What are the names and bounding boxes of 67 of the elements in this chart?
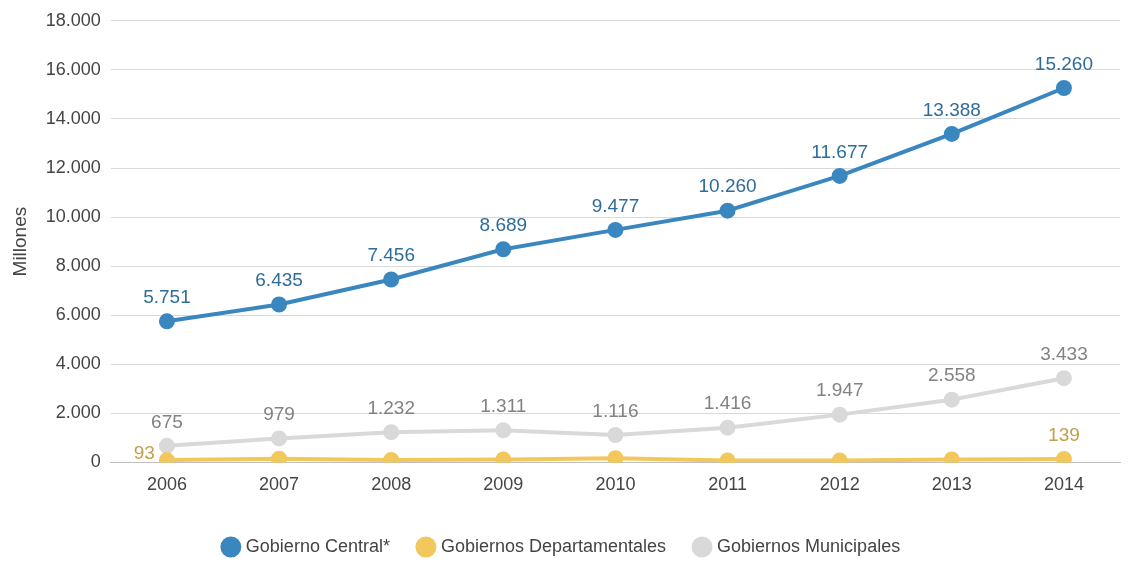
point [719,419,736,436]
point [383,424,400,441]
x-tick-label: 2007 [259,474,300,495]
x-tick-label: 2009 [483,474,524,495]
point [158,313,175,330]
legend-label: Gobiernos Departamentales [440,535,667,556]
point [495,451,512,463]
y-tick-label: 2.000 [55,402,101,423]
data-label: 1.116 [592,399,639,421]
point [495,422,512,439]
x-tick-label: 2012 [819,474,860,495]
y-tick-label: 4.000 [55,353,101,374]
data-label: 2.558 [928,364,976,386]
y-tick-label: 0 [90,451,101,472]
point [271,450,288,463]
x-tick-label: 2010 [595,474,636,495]
data-label: 10.260 [698,175,757,197]
y-tick-label: 10.000 [45,206,101,227]
y-tick-label: 16.000 [45,58,101,79]
point [383,451,400,463]
x-tick-label: 2006 [146,474,187,495]
point [943,451,960,463]
data-label: 3.433 [1040,342,1088,364]
data-label: 93 [133,442,155,464]
data-label: 1.311 [480,394,527,416]
y-axis-title: Millones [8,206,30,277]
point [943,391,960,408]
x-tick-label: 2011 [708,474,747,495]
point [607,427,624,444]
point [943,125,960,142]
y-tick-label: 18.000 [45,9,101,30]
y-tick-label: 14.000 [45,107,101,128]
data-label: 1.947 [815,379,864,401]
data-label: 1.232 [367,396,415,418]
data-label: 139 [1048,423,1080,445]
data-label: 15.260 [1034,52,1093,74]
y-tick-label: 6.000 [55,304,101,325]
point [1055,370,1072,387]
data-label: 9.477 [591,194,640,216]
point [271,296,288,313]
data-label: 11.677 [811,140,869,162]
point [719,202,736,219]
point [383,271,400,288]
x-tick-label: 2014 [1043,474,1084,495]
point [607,450,624,463]
legend-label: Gobierno Central* [245,535,390,556]
data-label: 13.388 [922,98,981,120]
data-label: 7.456 [367,244,415,266]
point [495,241,512,258]
point [271,430,288,447]
point [1055,450,1072,463]
point [831,167,848,184]
data-label: 8.689 [479,213,528,235]
data-label: 675 [151,410,183,432]
point [158,437,175,454]
point [607,221,624,238]
data-label: 5.751 [143,286,191,308]
data-label: 6.435 [255,269,303,291]
legend-label: Gobiernos Municipales [717,535,901,556]
x-tick-label: 2008 [371,474,412,495]
point [831,406,848,423]
point [1055,80,1072,97]
x-tick-label: 2013 [931,474,972,495]
y-tick-label: 8.000 [55,255,101,276]
data-label: 1.416 [703,392,752,414]
data-label: 979 [263,403,295,425]
y-tick-label: 12.000 [45,156,101,177]
